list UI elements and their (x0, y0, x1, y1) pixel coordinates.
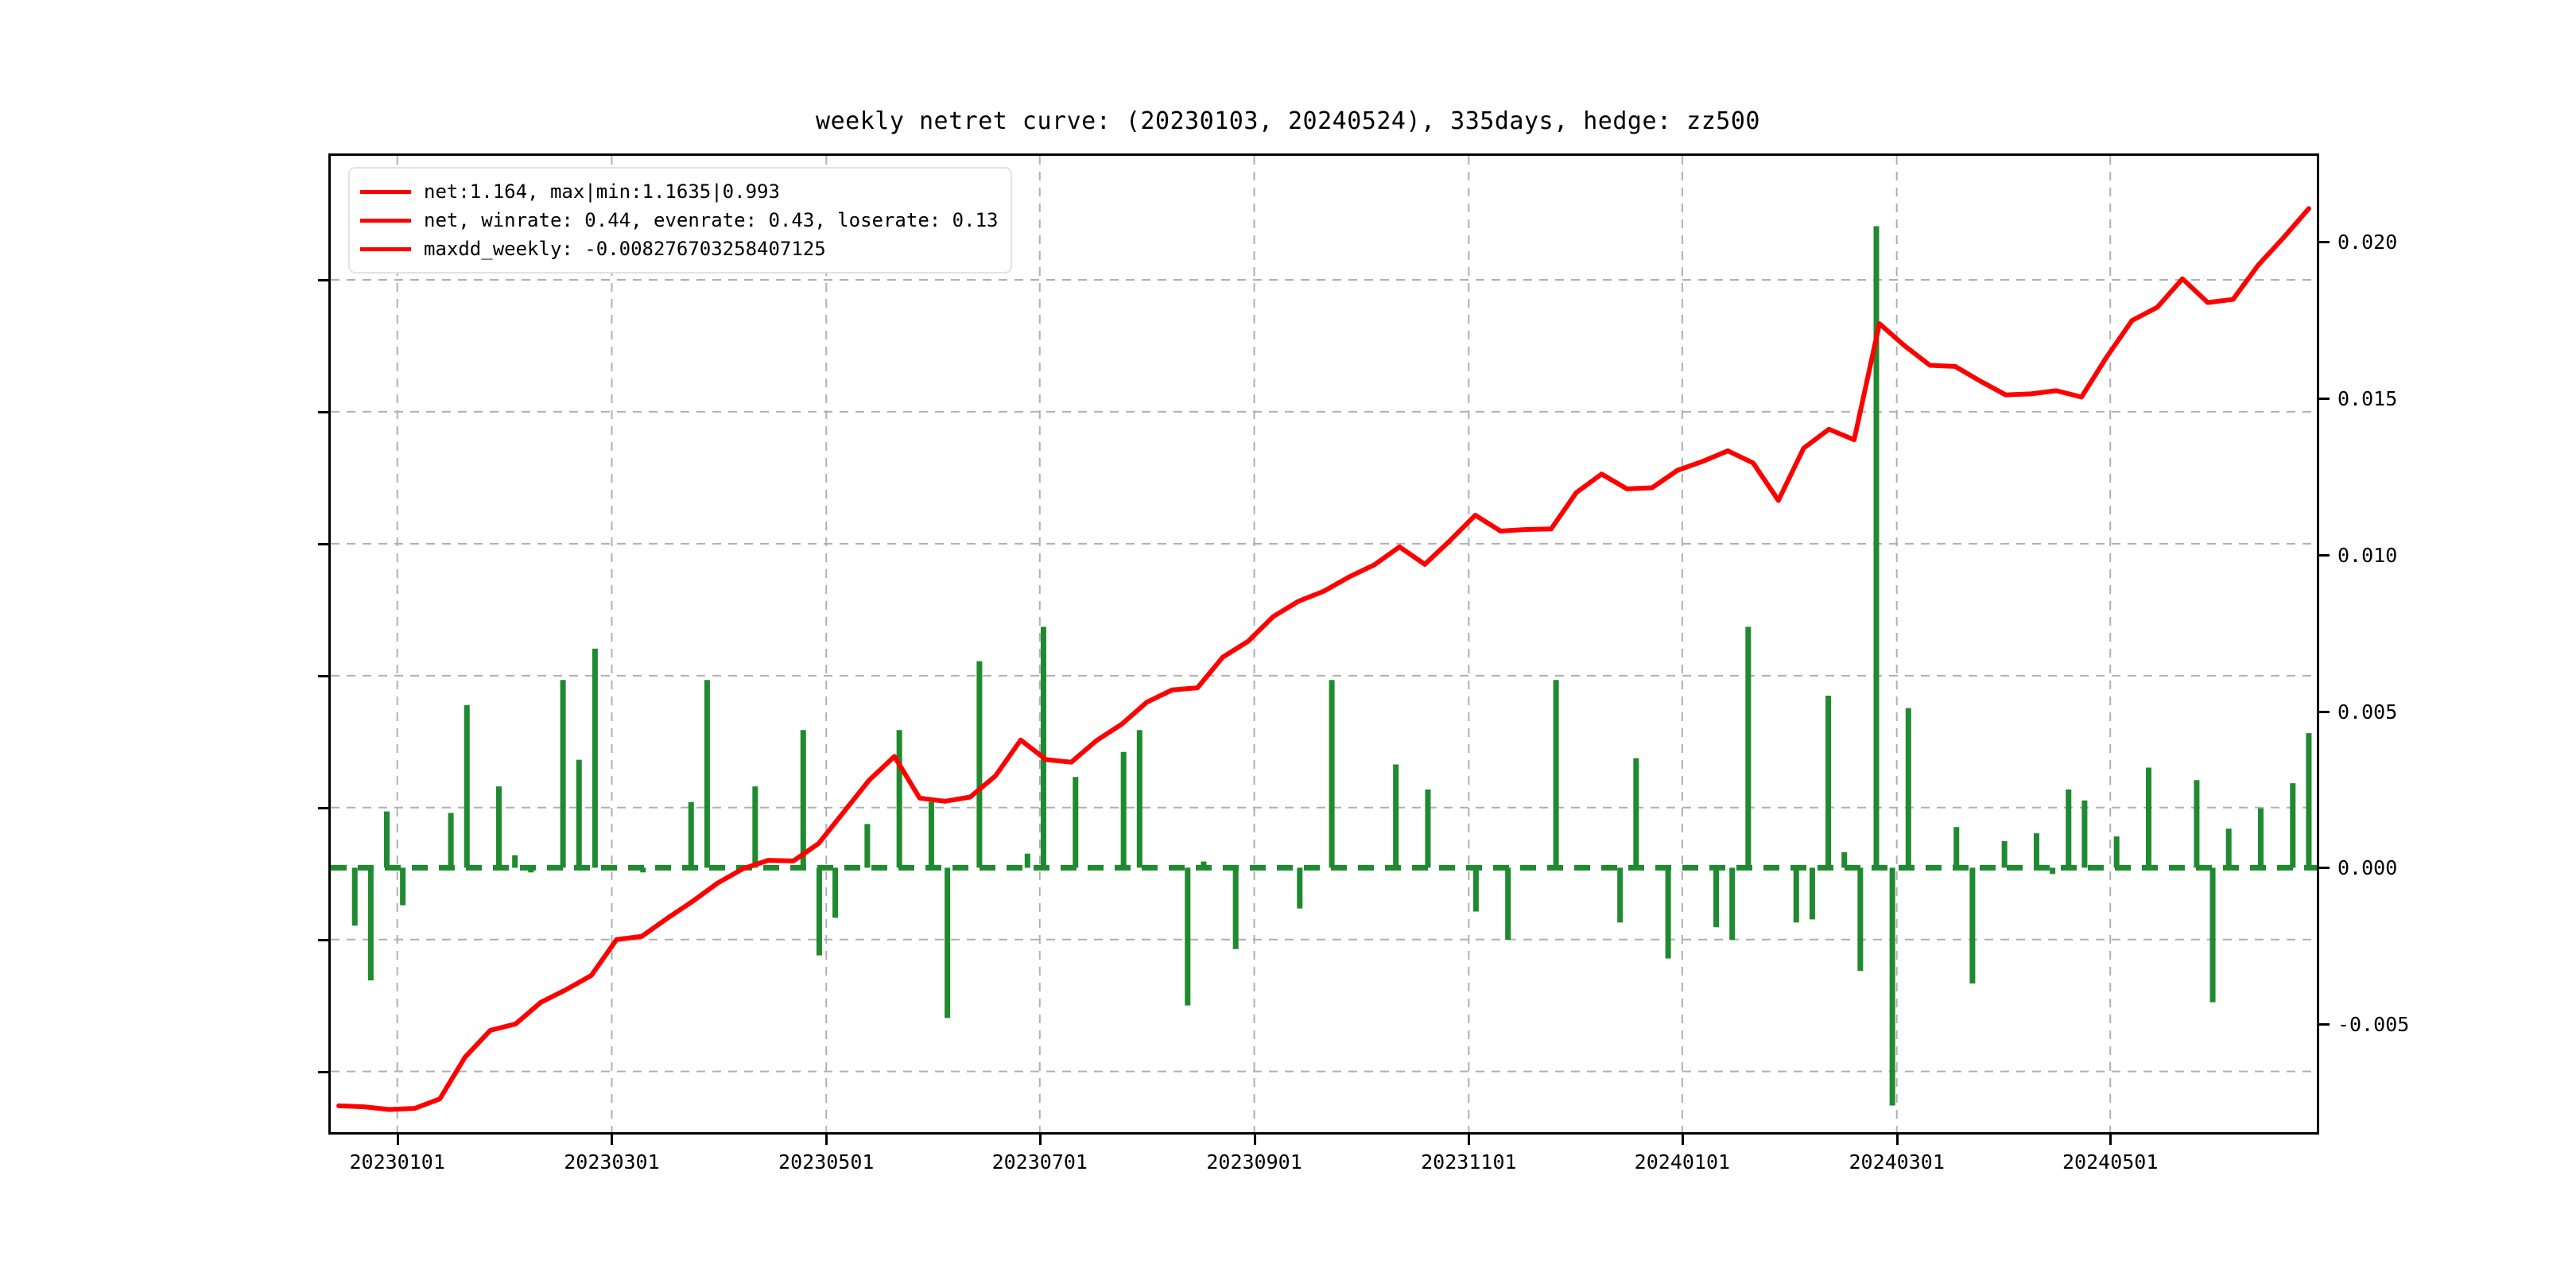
legend-label: maxdd_weekly: -0.008276703258407125 (424, 238, 826, 260)
tick-mark (2319, 710, 2330, 713)
tick-mark (1681, 1135, 1684, 1145)
legend-item-maxdd: maxdd_weekly: -0.008276703258407125 (360, 235, 998, 263)
tick-mark (318, 938, 328, 941)
tick-mark (1038, 1135, 1042, 1145)
x-tick-label: 20230701 (991, 1150, 1088, 1174)
tick-mark (2319, 1023, 2330, 1026)
legend-label: net, winrate: 0.44, evenrate: 0.43, lose… (424, 209, 999, 231)
gridlines (331, 156, 2317, 1132)
tick-mark (2319, 553, 2330, 557)
tick-mark (1895, 1135, 1899, 1145)
legend-swatch-line (360, 246, 411, 251)
x-tick-label: 20240501 (2062, 1150, 2159, 1174)
tick-mark (318, 806, 328, 809)
y-tick-right: 0.010 (2337, 543, 2398, 567)
tick-mark (2319, 398, 2330, 401)
tick-mark (396, 1135, 399, 1145)
y-tick-right: 0.005 (2337, 700, 2398, 724)
tick-mark (318, 278, 328, 281)
y-tick-right: 0.000 (2337, 856, 2398, 880)
tick-mark (2319, 241, 2330, 244)
plot-canvas (331, 156, 2317, 1132)
legend-label: net:1.164, max|min:1.1635|0.993 (424, 180, 780, 203)
x-tick-label: 20230101 (349, 1150, 445, 1174)
legend-swatch-line (360, 218, 411, 223)
legend-item-net-summary: net:1.164, max|min:1.1635|0.993 (360, 177, 998, 206)
x-tick-label: 20230901 (1206, 1150, 1302, 1174)
tick-mark (2109, 1135, 2112, 1145)
net-curve-line (336, 206, 2311, 1112)
x-tick-label: 20231101 (1421, 1150, 1517, 1174)
tick-mark (611, 1135, 614, 1145)
x-tick-label: 20240301 (1849, 1150, 1945, 1174)
tick-mark (2319, 867, 2330, 870)
tick-mark (318, 542, 328, 545)
plot-area: net:1.164, max|min:1.1635|0.993 net, win… (328, 153, 2319, 1135)
y-tick-right: 0.020 (2337, 231, 2398, 254)
legend: net:1.164, max|min:1.1635|0.993 net, win… (348, 167, 1013, 274)
legend-swatch-line (360, 189, 411, 194)
tick-mark (318, 410, 328, 413)
x-tick-label: 20240101 (1634, 1150, 1731, 1174)
zero-reference-line (331, 864, 2317, 871)
y-tick-right: -0.005 (2337, 1013, 2410, 1037)
x-tick-label: 20230501 (778, 1150, 875, 1174)
legend-item-net-rates: net, winrate: 0.44, evenrate: 0.43, lose… (360, 206, 998, 235)
tick-mark (825, 1135, 828, 1145)
tick-mark (318, 674, 328, 677)
y-tick-right: 0.015 (2337, 387, 2398, 411)
tick-mark (1468, 1135, 1471, 1145)
tick-mark (318, 1070, 328, 1073)
x-tick-label: 20230301 (564, 1150, 660, 1174)
tick-mark (1253, 1135, 1256, 1145)
chart-title: weekly netret curve: (20230103, 20240524… (816, 107, 1760, 135)
